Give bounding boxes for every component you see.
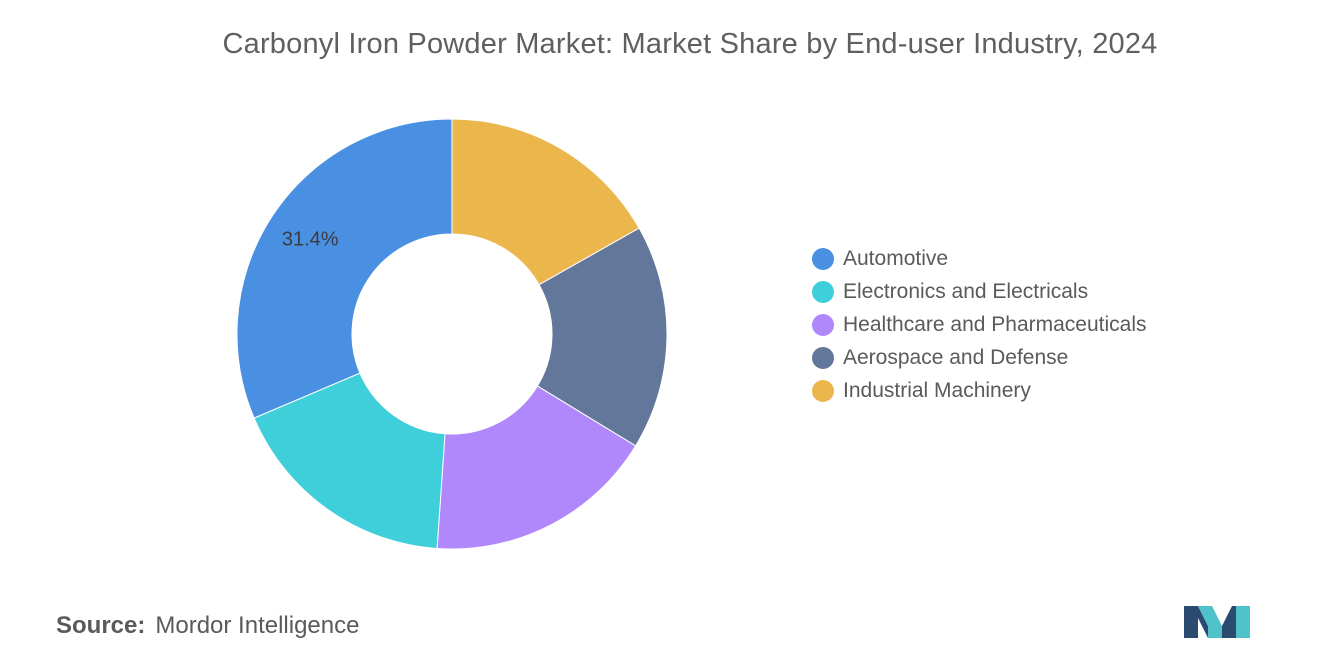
legend-label-automotive: Automotive xyxy=(843,246,949,270)
mordor-intelligence-logo xyxy=(1184,606,1250,638)
chart-title: Carbonyl Iron Powder Market: Market Shar… xyxy=(222,28,1158,60)
slice-automotive xyxy=(236,118,453,419)
legend-item-industrial-machinery: Industrial Machinery xyxy=(812,374,1147,407)
legend-item-electronics-and-electricals: Electronics and Electricals xyxy=(812,275,1147,308)
legend-label-electronics-and-electricals: Electronics and Electricals xyxy=(843,279,1089,303)
slice-electronics-and-electricals xyxy=(253,372,446,550)
legend-label-healthcare-and-pharmaceuticals: Healthcare and Pharmaceuticals xyxy=(843,312,1147,336)
legend-item-automotive: Automotive xyxy=(812,242,1147,275)
source-label: Source: xyxy=(56,612,146,639)
slice-industrial-machinery xyxy=(451,118,640,286)
source-note: Source: Mordor Intelligence xyxy=(56,612,359,640)
legend-swatch-healthcare-and-pharmaceuticals xyxy=(812,313,834,336)
slice-aerospace-and-defense xyxy=(536,227,668,447)
data-labels-group: 31.4% xyxy=(282,229,339,251)
legend-item-healthcare-and-pharmaceuticals: Healthcare and Pharmaceuticals xyxy=(812,308,1147,341)
legend-label-aerospace-and-defense: Aerospace and Defense xyxy=(843,345,1069,369)
legend-swatch-aerospace-and-defense xyxy=(812,346,834,369)
data-label-automotive: 31.4% xyxy=(282,229,339,251)
slice-healthcare-and-pharmaceuticals xyxy=(436,385,637,550)
slices-group xyxy=(236,118,668,550)
legend-item-aerospace-and-defense: Aerospace and Defense xyxy=(812,341,1147,374)
legend-swatch-industrial-machinery xyxy=(812,379,834,402)
source-value: Mordor Intelligence xyxy=(155,612,360,639)
legend-swatch-electronics-and-electricals xyxy=(812,280,834,303)
legend: Automotive Electronics and Electricals Hea… xyxy=(812,242,1147,407)
legend-swatch-automotive xyxy=(812,247,834,270)
legend-label-industrial-machinery: Industrial Machinery xyxy=(843,378,1031,402)
